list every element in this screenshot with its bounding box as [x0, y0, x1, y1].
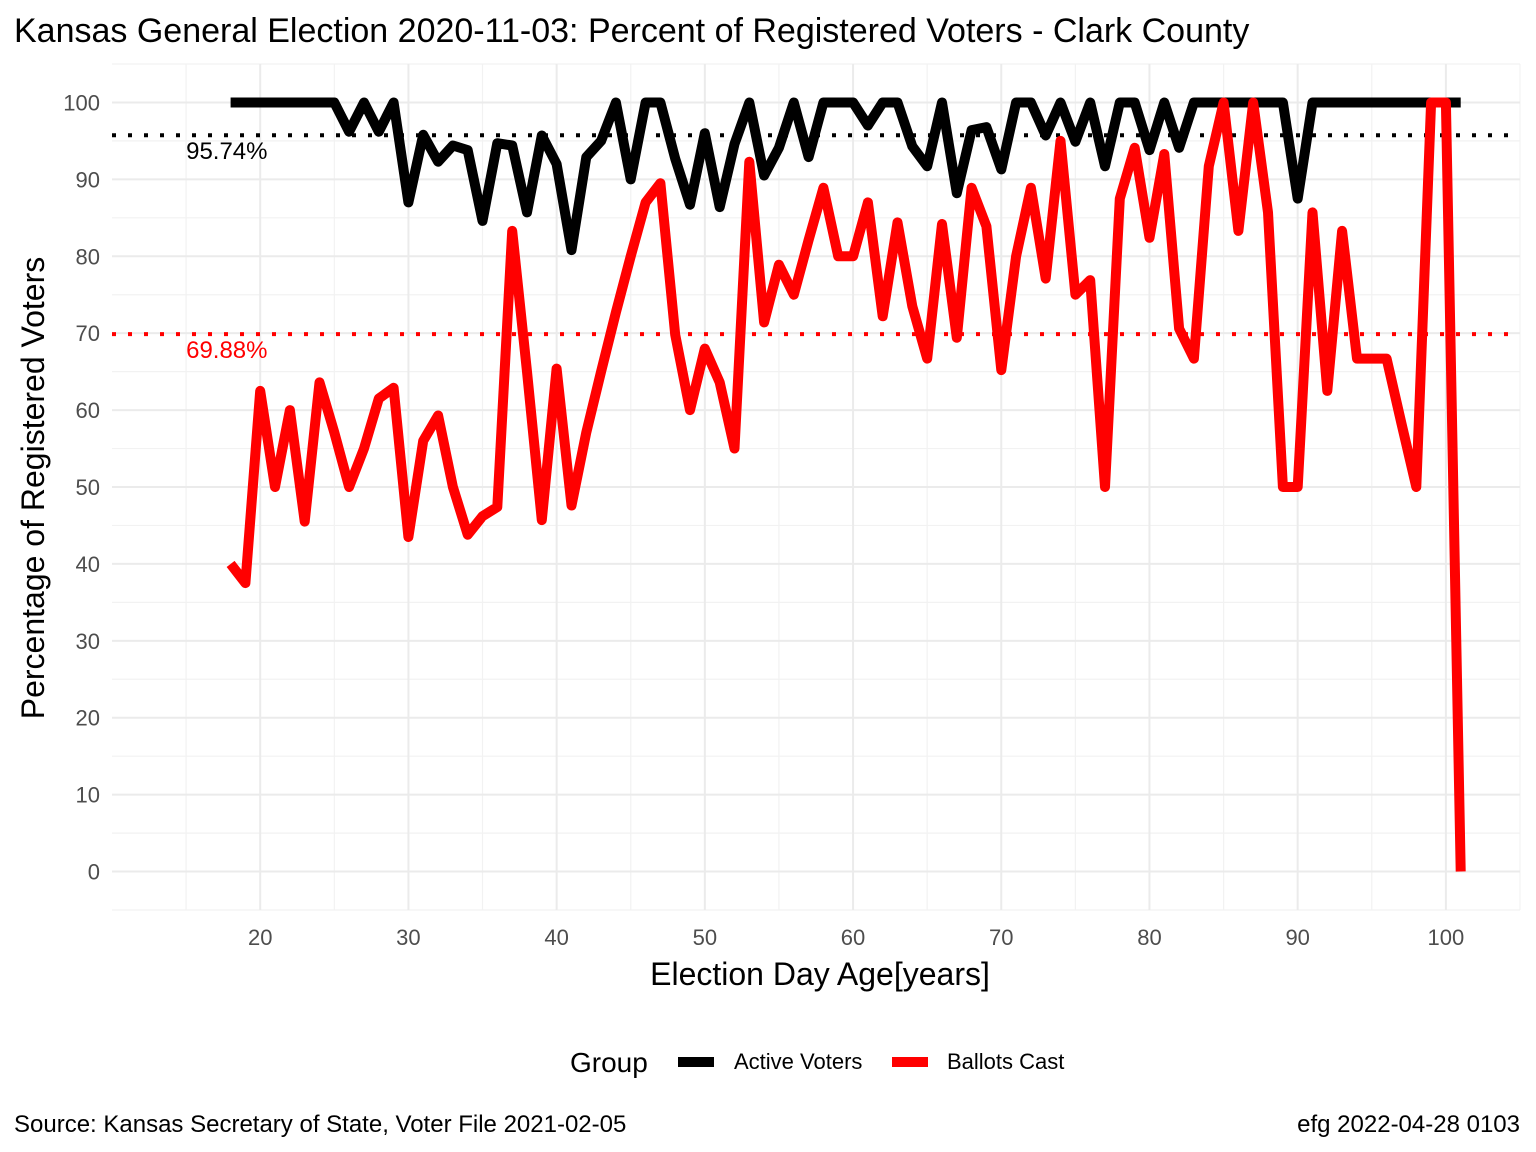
- x-axis-title: Election Day Age[years]: [650, 956, 990, 992]
- source-caption: Source: Kansas Secretary of State, Voter…: [14, 1111, 626, 1138]
- y-tick-label: 50: [76, 475, 100, 500]
- reference-label-0: 95.74%: [186, 138, 267, 165]
- y-axis-title: Percentage of Registered Voters: [15, 257, 51, 720]
- legend-title: Group: [570, 1047, 648, 1078]
- y-tick-label: 30: [76, 629, 100, 654]
- timestamp-caption: efg 2022-04-28 0103: [1297, 1111, 1520, 1138]
- y-tick-label: 10: [76, 783, 100, 808]
- x-tick-label: 50: [693, 925, 717, 950]
- legend-label-active-voters: Active Voters: [734, 1049, 862, 1074]
- y-tick-label: 100: [63, 90, 100, 115]
- x-tick-label: 20: [248, 925, 272, 950]
- legend: Group Active Voters Ballots Cast: [570, 1047, 1064, 1078]
- x-tick-label: 70: [989, 925, 1013, 950]
- x-tick-label: 100: [1428, 925, 1465, 950]
- y-tick-label: 40: [76, 552, 100, 577]
- y-tick-label: 70: [76, 321, 100, 346]
- legend-label-ballots-cast: Ballots Cast: [947, 1049, 1064, 1074]
- y-tick-label: 0: [88, 860, 100, 885]
- x-tick-label: 80: [1137, 925, 1161, 950]
- reference-label-1: 69.88%: [186, 337, 267, 364]
- x-tick-label: 90: [1285, 925, 1309, 950]
- x-tick-label: 40: [544, 925, 568, 950]
- series-line-ballots-cast: [226, 97, 1466, 872]
- y-tick-label: 60: [76, 398, 100, 423]
- x-tick-labels: 20 30 40 50 60 70 80 90 100: [248, 925, 1464, 950]
- x-tick-label: 30: [396, 925, 420, 950]
- chart-title: Kansas General Election 2020-11-03: Perc…: [14, 12, 1249, 50]
- x-tick-label: 60: [841, 925, 865, 950]
- y-tick-labels: 0 10 20 30 40 50 60 70 80 90 100: [63, 90, 100, 884]
- y-tick-label: 80: [76, 244, 100, 269]
- y-tick-label: 20: [76, 706, 100, 731]
- series-lines: [226, 97, 1466, 872]
- y-tick-label: 90: [76, 167, 100, 192]
